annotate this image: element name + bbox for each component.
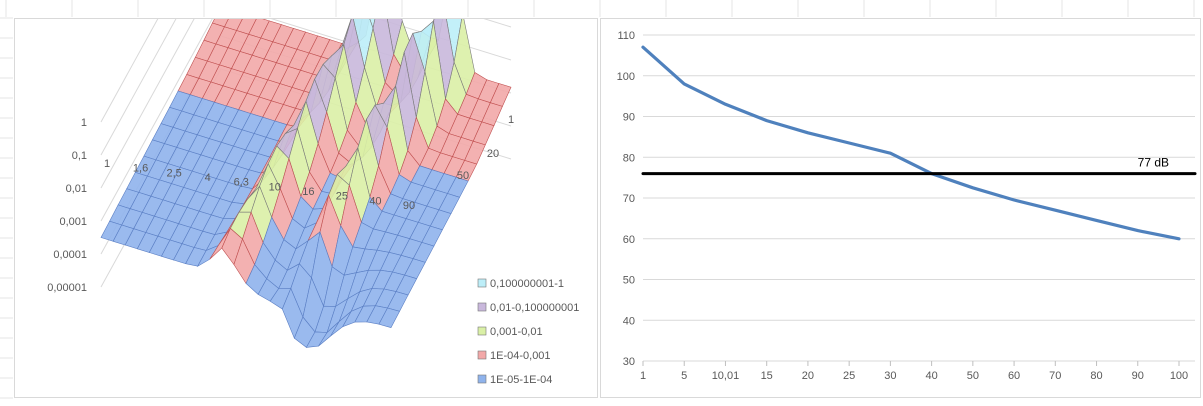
surface-wall-gridline [100,0,512,189]
y-axis-tick-label: 40 [623,315,635,327]
y-axis-tick-label: 90 [623,112,635,124]
legend-swatch [477,326,487,336]
z-axis-tick-label: 0,0001 [53,249,87,261]
surface-cell [378,307,401,328]
depth-axis-tick-label: 1 [508,114,514,126]
legend-label: 0,100000001-1 [490,278,564,290]
x-axis-tick-labels: 1 1,6 2,5 4 6,3 10 16 25 40 90 [104,158,415,212]
x-axis-tick-label: 10,01 [712,370,740,382]
x-axis-tick-label: 70 [1049,370,1061,382]
x-axis-tick-label: 10 [269,181,281,193]
legend-label: 1E-05-1E-04 [490,374,552,386]
y-axis-tick-label: 80 [623,152,635,164]
legend-swatch [477,302,487,312]
legend-swatch [477,278,487,288]
z-axis-tick-label: 1 [81,117,87,129]
surface-wall-gridline [100,0,512,156]
threshold-annotation: 77 dB [1138,156,1169,170]
x-axis-tick-labels: 1 5 10,01 15 20 25 30 40 50 60 70 80 90 100 [640,370,1188,382]
surface-wall-gridline [100,0,169,123]
x-axis-tick-label: 4 [205,172,211,184]
line-series [641,45,1197,241]
x-axis-tick-label: 50 [967,370,979,382]
x-axis-tick-label: 90 [1132,370,1144,382]
y-axis-tick-label: 110 [617,30,635,42]
x-axis-tick-label: 5 [681,370,687,382]
x-axis-tick-label: 25 [843,370,855,382]
x-axis-tick-label: 40 [369,195,381,207]
noise-level-line [641,45,1181,241]
x-axis-tick-label: 25 [336,191,348,203]
x-axis-tick-label: 100 [1170,370,1188,382]
y-axis-tick-labels: 30 40 50 60 70 80 90 100 110 [617,30,635,368]
x-axis-tick-label: 6,3 [234,177,249,189]
legend-swatch [477,374,487,384]
x-axis-tick-label: 15 [761,370,773,382]
depth-axis-tick-label: 20 [487,148,499,160]
x-axis-tick-label: 1,6 [133,163,148,175]
x-axis-tick-label: 90 [403,200,415,212]
legend-swatch [477,350,487,360]
y-axis-tick-label: 50 [623,275,635,287]
line-chart[interactable]: 30 40 50 60 70 80 90 100 110 1 5 10,01 15 20 25 30 40 50… [600,18,1201,398]
y-axis-tick-label: 30 [623,356,635,368]
z-axis-tick-labels: 1 0,1 0,01 0,001 0,0001 0,00001 [47,117,87,294]
x-axis-tick-label: 1 [104,158,110,170]
z-axis-tick-label: 0,01 [66,183,87,195]
x-axis-tick-label: 60 [1008,370,1020,382]
x-axis-tick-label: 80 [1090,370,1102,382]
x-axis-tick-label: 40 [925,370,937,382]
legend-label: 0,01-0,100000001 [490,302,579,314]
legend-label: 1E-04-0,001 [490,350,551,362]
surface-chart[interactable]: 1 0,1 0,01 0,001 0,0001 0,00001 1 1,6 2,5 4 6,3 10… [14,0,598,398]
y-axis-tick-label: 70 [623,193,635,205]
z-axis-tick-label: 0,00001 [47,282,87,294]
x-axis-tick-label: 20 [802,370,814,382]
surface-legend: 0,100000001-1 0,01-0,100000001 0,001-0,01 1… [477,278,579,386]
y-axis-tick-label: 60 [623,234,635,246]
x-axis-tick-label: 16 [302,186,314,198]
legend-label: 0,001-0,01 [490,326,543,338]
x-axis-tick-label: 1 [640,370,646,382]
z-axis-tick-label: 0,1 [72,150,87,162]
depth-axis-tick-label: 50 [457,170,469,182]
line-chart-gridlines [642,34,1195,366]
z-axis-tick-label: 0,001 [59,216,87,228]
x-axis-tick-label: 30 [884,370,896,382]
x-axis-tick-label: 2,5 [166,167,181,179]
depth-axis-tick-labels: 1 20 50 [457,114,514,182]
y-axis-tick-label: 100 [617,71,635,83]
surface-mesh [100,0,512,348]
